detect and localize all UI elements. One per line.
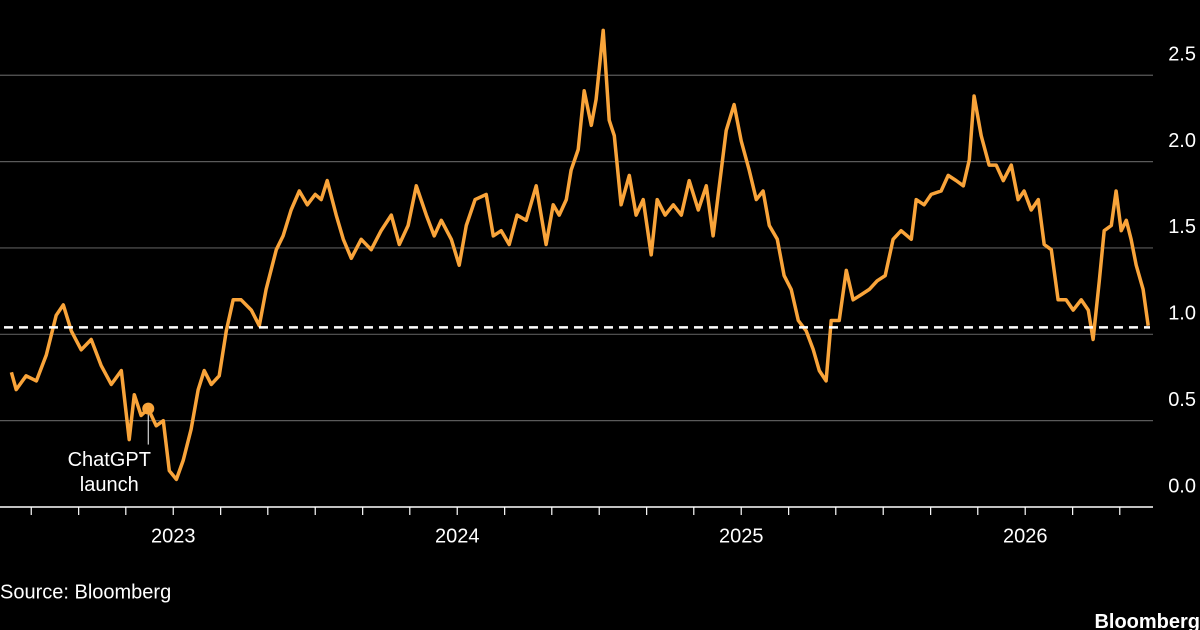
annotation-text: launch — [80, 474, 139, 496]
y-tick-label: 0.0 — [1168, 475, 1196, 497]
brand: Bloomberg — [1094, 611, 1200, 630]
y-tick-label: 0.5 — [1168, 389, 1196, 411]
source: Source: Bloomberg — [0, 581, 171, 603]
data-line — [9, 28, 1150, 482]
x-tick-label: 2025 — [719, 525, 764, 547]
x-tick-label: 2023 — [151, 525, 196, 547]
x-tick-label: 2024 — [435, 525, 480, 547]
y-tick-label: 2.5 — [1168, 44, 1196, 66]
annotation-text: ChatGPT — [68, 449, 151, 471]
y-tick-label: 2.0 — [1168, 130, 1196, 152]
y-tick-label: 1.5 — [1168, 216, 1196, 238]
annotation-point — [142, 402, 155, 415]
x-tick-label: 2026 — [1003, 525, 1048, 547]
y-tick-label: 1.0 — [1168, 303, 1196, 325]
